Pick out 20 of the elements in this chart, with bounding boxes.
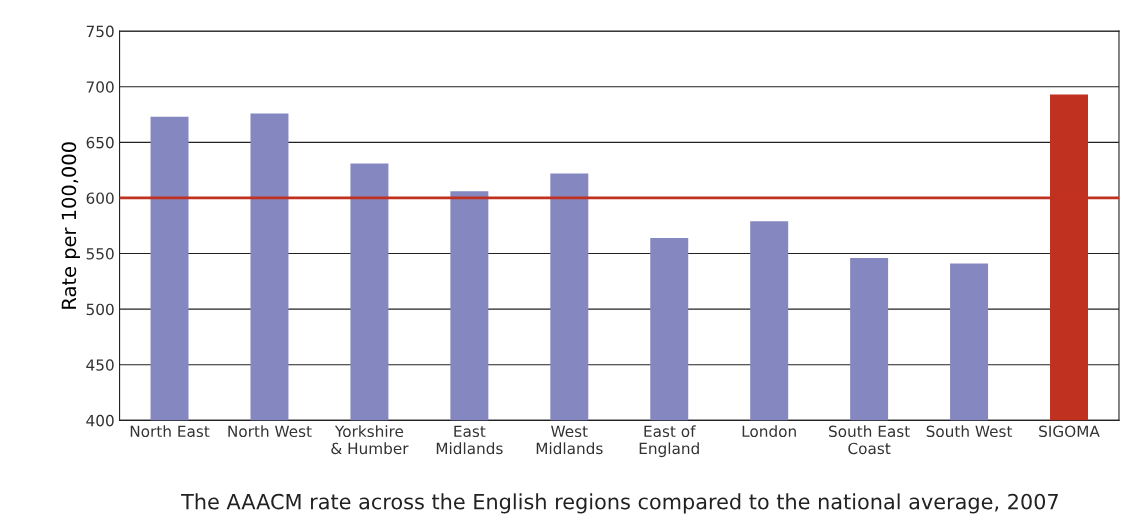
x-tick-label: West Midlands	[536, 425, 603, 455]
y-tick-label: 750	[86, 25, 114, 38]
y-tick-label: 700	[86, 81, 114, 93]
y-axis-title: Rate per 100,000	[61, 142, 80, 309]
x-tick-label: North East	[130, 425, 210, 438]
y-tick-label: 400	[86, 414, 114, 427]
x-tick-label: Yorkshire & Humber	[331, 425, 409, 455]
x-tick-label: South West	[926, 425, 1013, 438]
y-tick-label: 550	[86, 248, 114, 260]
x-tick-label: SIGOMA	[1039, 425, 1100, 438]
x-tick-label: South East Coast	[829, 425, 910, 455]
x-tick-label: North West	[228, 425, 312, 438]
y-tick-label: 450	[86, 359, 114, 371]
y-tick-label: 500	[86, 303, 114, 316]
x-tick-label: London	[742, 425, 796, 438]
x-tick-label: East Midlands	[436, 425, 503, 455]
text: The AAACM rate across the English regions compared to the national average, 2007	[181, 493, 1058, 514]
x-tick-label: East of England	[639, 425, 699, 458]
y-tick-label: 650	[86, 136, 114, 149]
y-tick-label: 600	[86, 192, 114, 204]
